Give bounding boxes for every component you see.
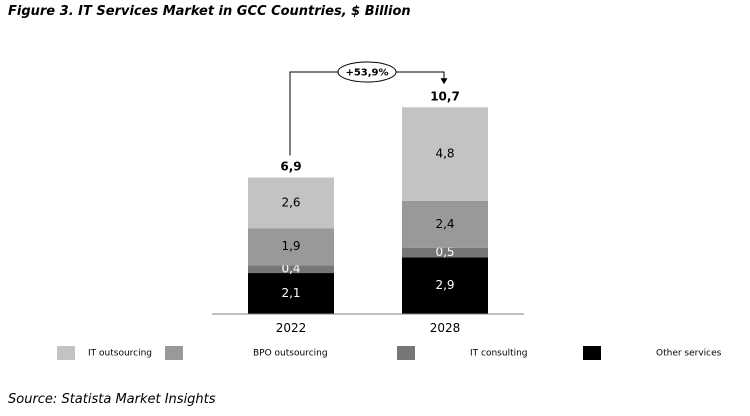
bar-it-consulting-2022 <box>248 265 334 274</box>
legend: IT outsourcing BPO outsourcing IT consulti… <box>57 346 722 360</box>
bar-other-services-2028 <box>402 257 488 314</box>
x-tick-label-2028: 2028 <box>430 321 461 335</box>
data-label-it-outsourcing-2022: 2,6 <box>281 195 300 209</box>
legend-label-it-consulting: IT consulting <box>470 349 528 359</box>
legend-swatch-other-services <box>583 346 601 360</box>
bar-bpo-outsourcing-2028 <box>402 200 488 248</box>
bar-it-outsourcing-2022 <box>248 177 334 229</box>
data-label-other-services-2028: 2,9 <box>435 278 454 292</box>
source-note: Source: Statista Market Insights <box>8 392 216 407</box>
legend-label-other-services: Other services <box>656 349 722 359</box>
legend-label-it-outsourcing: IT outsourcing <box>88 349 152 359</box>
legend-swatch-it-consulting <box>397 346 415 360</box>
data-label-other-services-2022: 2,1 <box>281 286 300 300</box>
growth-annotation: +53,9% <box>289 61 448 156</box>
growth-annotation-text: +53,9% <box>345 68 388 79</box>
growth-arrow-head <box>440 78 448 85</box>
bar-other-services-2022 <box>248 273 334 314</box>
data-label-bpo-outsourcing-2022: 1,9 <box>281 239 300 253</box>
chart-title: Figure 3. IT Services Market in GCC Coun… <box>8 4 411 19</box>
data-label-it-consulting-2028: 0,5 <box>435 245 454 259</box>
total-label-2028: 10,7 <box>430 89 460 103</box>
total-label-2022: 6,9 <box>280 160 301 174</box>
x-tick-label-2022: 2022 <box>276 321 307 335</box>
legend-label-bpo-outsourcing: BPO outsourcing <box>253 349 328 359</box>
legend-swatch-it-outsourcing <box>57 346 75 360</box>
bars-group: 2,10,41,92,66,92,90,52,44,810,7 <box>248 89 488 314</box>
data-label-it-outsourcing-2028: 4,8 <box>435 147 454 161</box>
x-axis: 2022 2028 <box>212 313 524 335</box>
bar-it-consulting-2028 <box>402 247 488 258</box>
bar-bpo-outsourcing-2022 <box>248 228 334 266</box>
data-label-bpo-outsourcing-2028: 2,4 <box>435 217 454 231</box>
bar-it-outsourcing-2028 <box>402 107 488 201</box>
growth-bubble <box>337 61 397 83</box>
legend-swatch-bpo-outsourcing <box>165 346 183 360</box>
